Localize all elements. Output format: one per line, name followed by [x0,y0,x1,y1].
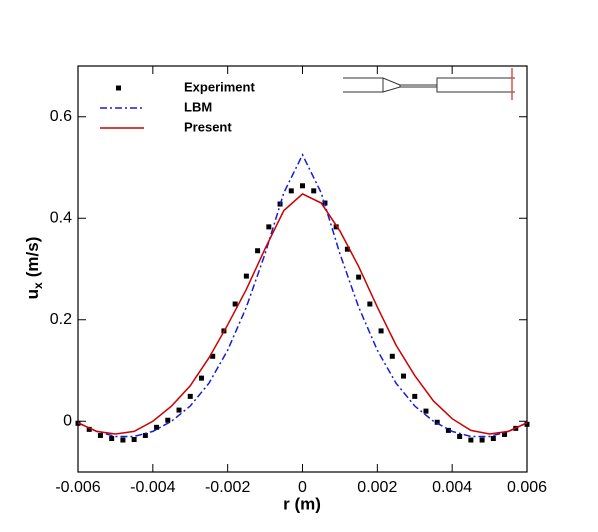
legend-label: Present [184,119,232,134]
y-tick-label: 0.4 [50,209,72,226]
data-point [198,375,204,381]
legend-label: Experiment [184,79,255,94]
legend-label: LBM [184,99,212,114]
data-point [300,183,305,189]
inset-schematic [343,68,515,100]
legend-marker [116,85,121,91]
data-point [367,301,373,307]
y-axis-label: ux (m/s) [23,237,45,300]
data-point [266,224,272,230]
y-label-sub: x [31,282,45,289]
data-point [187,393,193,399]
data-point [412,393,418,399]
data-point [524,421,530,427]
data-point [255,248,261,254]
plot-frame [77,65,528,473]
data-point [311,188,317,194]
data-point [120,437,126,443]
data-line [77,192,528,435]
y-label-unit: (m/s) [23,237,42,278]
x-tick-label: -0.006 [55,479,100,496]
x-tick-label: 0.004 [432,479,472,496]
x-tick-label: -0.004 [130,479,175,496]
data-point [445,427,451,433]
data-point [479,437,485,443]
data-point [154,424,160,430]
data-point [109,436,115,442]
x-tick-label: 0.002 [357,479,397,496]
data-point [378,328,384,334]
data-point [288,188,294,194]
data-point [142,432,148,438]
data-point [97,432,103,438]
data-point [232,301,238,307]
data-point [176,407,182,413]
data-point [457,433,463,439]
data-point [434,419,440,425]
data-point [356,274,362,280]
y-tick-label: 0.2 [50,311,72,328]
data-point [468,437,474,443]
y-label-main: u [23,289,42,299]
data-point [333,224,339,230]
data-point [210,353,216,359]
y-tick-label: 0 [63,412,72,429]
x-tick-label: 0.006 [507,479,547,496]
x-axis-label: r (m) [283,494,321,513]
x-tick-label: 0 [298,479,307,496]
data-point [86,426,92,432]
data-point [389,353,395,359]
data-point [344,246,350,252]
data-point [423,408,429,414]
x-tick-label: -0.002 [205,479,250,496]
data-point [401,373,407,379]
y-tick-label: 0.6 [50,108,72,125]
data-line [77,153,528,438]
data-point [131,437,137,443]
data-point [165,417,171,423]
data-point [502,431,508,437]
data-point [490,436,496,442]
data-point [243,273,249,279]
